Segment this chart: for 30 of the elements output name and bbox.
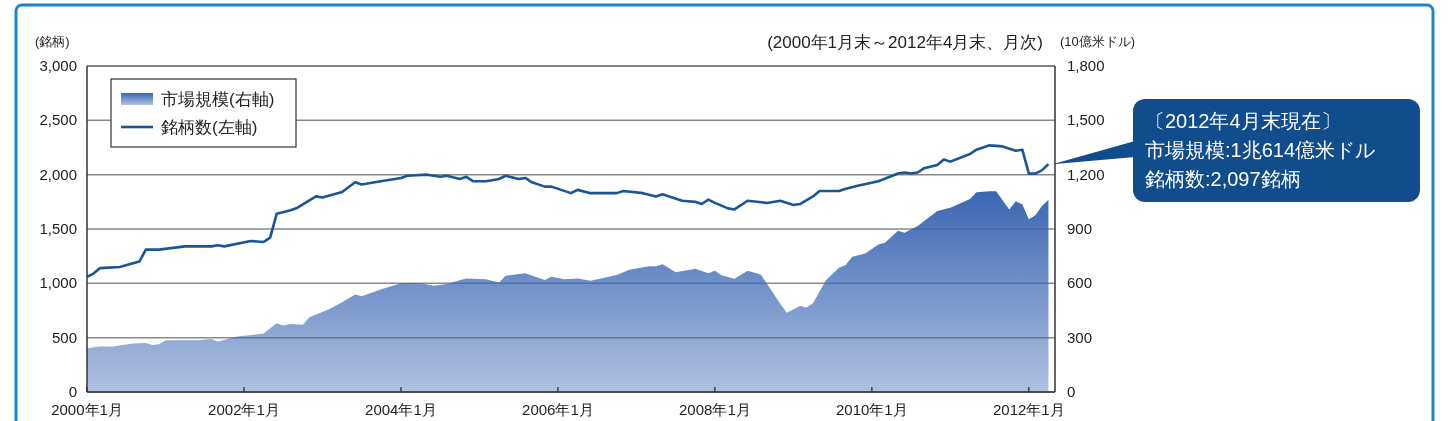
y-tick-label: 0 [68,383,77,400]
line-series [85,144,1050,279]
x-tick-label: 2012年1月 [992,401,1065,418]
x-tick-label: 2000年1月 [51,401,123,418]
y-tick-label: 1,500 [39,220,77,237]
text: 市場規模:1兆614億米ドル [1145,139,1376,161]
x-tick-label: 2006年1月 [522,401,594,418]
x-tick-label: 2004年1月 [365,401,437,418]
text: 〔2012年4月末現在〕 [1145,110,1341,132]
y2-tick-label: 1,800 [1067,57,1105,74]
y2-tick-label: 0 [1067,383,1076,400]
x-tick-label: 2010年1月 [836,401,908,418]
y2-tick-label: 1,200 [1067,165,1105,183]
y-tick-label: 3,000 [39,57,77,74]
y2-tick-label: 600 [1067,274,1093,292]
y-tick-label: 500 [51,328,77,346]
legend-label: 市場規模(右軸) [161,90,275,109]
y-tick-label: 2,000 [39,165,77,183]
y2-tick-label: 1,500 [1067,111,1105,129]
y2-tick-label: 900 [1067,220,1093,237]
x-tick-label: 2002年1月 [208,401,280,418]
x-tick-label: 2008年1月 [679,401,751,418]
chart-title: (2000年1月末～2012年4月末、月次) [767,33,1043,52]
y-tick-label: 2,500 [39,111,77,129]
y-tick-label: 1,000 [39,274,77,292]
y2-tick-label: 300 [1067,328,1093,346]
text: 銘柄数:2,097銘柄 [1145,168,1301,190]
legend-label: 銘柄数(左軸) [161,118,258,137]
y-axis-title: (銘柄) [35,34,70,49]
y2-axis-title: (10億米ドル) [1060,34,1136,49]
